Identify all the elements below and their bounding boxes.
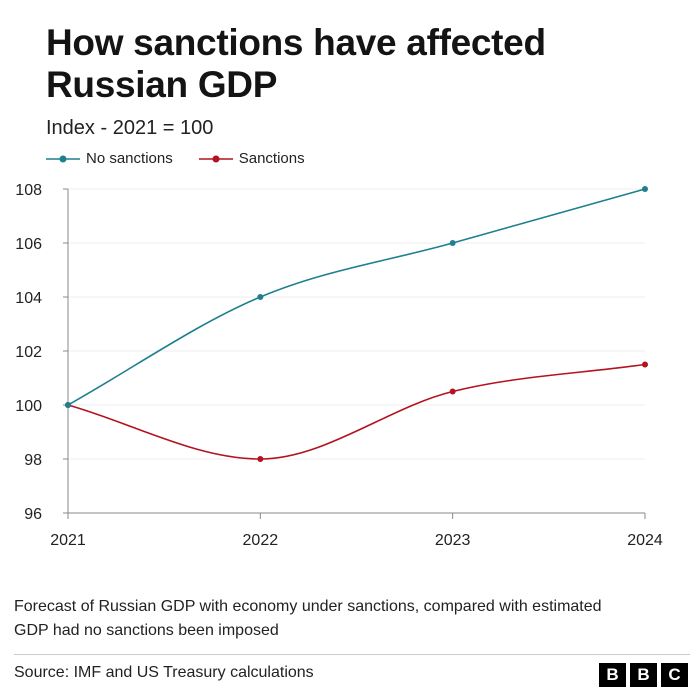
series-line-no-sanctions (67, 188, 646, 406)
x-tick-label: 2023 (435, 532, 471, 549)
bbc-logo: B B C (599, 663, 688, 687)
y-tick-label: 100 (15, 398, 42, 415)
data-point-sanctions (642, 361, 648, 368)
x-tick-label: 2021 (50, 532, 86, 549)
legend-swatch-no-sanctions (46, 155, 80, 162)
data-point-sanctions (449, 388, 456, 395)
legend-swatch-sanctions (198, 155, 233, 162)
y-tick-label: 96 (24, 506, 42, 523)
legend-item-no-sanctions: No sanctions (46, 150, 173, 167)
source-text: Source: IMF and US Treasury calculations (14, 664, 314, 681)
y-tick-label: 104 (15, 290, 42, 307)
y-tick-label: 108 (15, 182, 42, 199)
legend: No sanctions Sanctions (46, 150, 305, 167)
series-line-sanctions (67, 363, 646, 460)
divider (14, 654, 690, 655)
y-tick-label: 102 (15, 344, 42, 361)
logo-letter: B (630, 663, 657, 687)
legend-item-sanctions: Sanctions (198, 150, 305, 167)
y-tick-label: 98 (24, 452, 42, 469)
x-tick-label: 2024 (627, 532, 663, 549)
data-point-sanctions (257, 456, 264, 462)
data-point-no-sanctions (257, 294, 264, 300)
legend-label: No sanctions (86, 150, 173, 167)
plot-area: 96 98 100 102 104 106 108 2021 2022 2023 2024 (15, 182, 663, 549)
logo-letter: B (599, 663, 626, 687)
chart-note: Forecast of Russian GDP with economy und… (14, 598, 602, 639)
chart-title: How sanctions have affected Russian GDP (46, 22, 546, 105)
chart-subtitle: Index - 2021 = 100 (46, 117, 214, 139)
logo-letter: C (661, 663, 688, 687)
data-point-no-sanctions (65, 402, 71, 408)
x-tick-label: 2022 (243, 532, 279, 549)
data-point-no-sanctions (449, 240, 456, 246)
legend-label: Sanctions (238, 150, 305, 167)
data-point-no-sanctions (642, 186, 648, 192)
y-tick-label: 106 (15, 236, 42, 253)
